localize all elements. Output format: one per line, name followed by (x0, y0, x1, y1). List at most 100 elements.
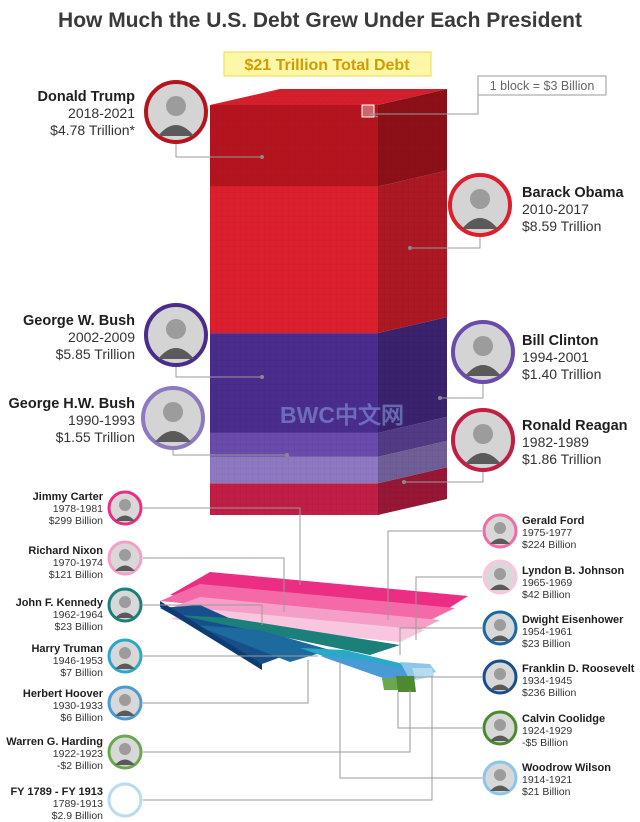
leader-donald-trump (175, 142, 262, 158)
bar-side-grid-barack-obama (378, 170, 447, 334)
label-amount-woodrow-wilson: $21 Billion (522, 786, 571, 798)
portrait-head-harry-truman (119, 647, 131, 659)
portrait-body-bill-clinton (465, 365, 501, 376)
label-name-gerald-ford: Gerald Ford (522, 515, 584, 527)
portrait-body-warren-g-harding (115, 759, 135, 765)
legend-leader (369, 94, 479, 118)
label-name-donald-trump: Donald Trump (38, 89, 136, 105)
leader-lines (143, 94, 484, 801)
leader-lyndon-b-johnson (415, 576, 482, 640)
label-name-bill-clinton: Bill Clinton (522, 333, 599, 349)
leader-jimmy-carter (143, 507, 301, 585)
portrait-body-calvin-coolidge (490, 735, 510, 741)
label-amount-gerald-ford: $224 Billion (522, 539, 576, 551)
chart-title: How Much the U.S. Debt Grew Under Each P… (58, 9, 582, 32)
label-name-lyndon-b-johnson: Lyndon B. Johnson (522, 565, 625, 577)
total-debt-badge (223, 51, 432, 77)
leader-dot-donald-trump (260, 155, 264, 159)
portrait-body-woodrow-wilson (490, 785, 510, 791)
portrait-head-franklin-d-roosevelt (494, 668, 506, 680)
label-amount-franklin-d-roosevelt: $236 Billion (522, 687, 576, 699)
label-years-dwight-eisenhower: 1954-1961 (522, 626, 572, 638)
portrait-body-john-f-kennedy (115, 612, 135, 618)
portrait-body-richard-nixon (115, 565, 135, 571)
label-years-ronald-reagan: 1982-1989 (522, 434, 589, 450)
portrait-head-herbert-hoover (119, 694, 131, 706)
leader-george-w-bush (175, 365, 262, 378)
bar-grid-george-h-w-bush (210, 456, 378, 484)
slab-bar-dwight-eisenhower (195, 625, 330, 662)
label-name-richard-nixon: Richard Nixon (28, 545, 103, 557)
portrait-head-gerald-ford (494, 522, 506, 534)
label-years-bill-clinton: 1994-2001 (522, 349, 589, 365)
slab-front-edge (160, 601, 262, 670)
bar-side-grid-george-w-bush (378, 317, 447, 433)
leader-bill-clinton (440, 382, 484, 399)
leader-dot-george-w-bush (260, 375, 264, 379)
slab-bar-lyndon-b-johnson (170, 609, 425, 642)
label-years-george-h-w-bush: 1990-1993 (68, 412, 135, 428)
leader-dot-ronald-reagan (402, 480, 406, 484)
label-years-calvin-coolidge: 1924-1929 (522, 725, 572, 737)
portrait-body-herbert-hoover (115, 710, 135, 716)
portrait-body-dwight-eisenhower (490, 635, 510, 641)
label-name-franklin-d-roosevelt: Franklin D. Roosevelt (522, 663, 635, 675)
portrait-head-george-h-w-bush (163, 402, 183, 422)
slab-bar-calvin-coolidge (396, 676, 416, 692)
portrait-body-jimmy-carter (115, 515, 135, 521)
label-years-fy-1789-fy-1913: 1789-1913 (53, 798, 103, 810)
tall-stack (210, 89, 447, 515)
portrait-head-calvin-coolidge (494, 719, 506, 731)
label-amount-dwight-eisenhower: $23 Billion (522, 638, 571, 650)
label-amount-fy-1789-fy-1913: $2.9 Billion (52, 810, 104, 822)
portrait-body-barack-obama (462, 218, 498, 229)
label-amount-richard-nixon: $121 Billion (49, 569, 103, 581)
small-slab (160, 572, 468, 692)
label-amount-ronald-reagan: $1.86 Trillion (522, 451, 601, 467)
label-name-herbert-hoover: Herbert Hoover (23, 688, 104, 700)
total-debt-label: $21 Trillion Total Debt (244, 57, 410, 74)
label-amount-bill-clinton: $1.40 Trillion (522, 366, 601, 382)
portrait-head-george-w-bush (166, 319, 186, 339)
label-amount-harry-truman: $7 Billion (60, 667, 103, 679)
label-name-fy-1789-fy-1913: FY 1789 - FY 1913 (10, 786, 103, 798)
portrait-body-lyndon-b-johnson (490, 584, 510, 590)
label-years-lyndon-b-johnson: 1965-1969 (522, 577, 572, 589)
label-amount-george-w-bush: $5.85 Trillion (56, 346, 135, 362)
portrait-head-ronald-reagan (473, 424, 493, 444)
label-name-george-w-bush: George W. Bush (23, 313, 135, 329)
label-years-woodrow-wilson: 1914-1921 (522, 774, 572, 786)
label-years-warren-g-harding: 1922-1923 (53, 748, 103, 760)
bar-grid-ronald-reagan (210, 483, 378, 515)
bar-side-grid-ronald-reagan (378, 467, 447, 515)
label-years-herbert-hoover: 1930-1933 (53, 700, 103, 712)
label-amount-barack-obama: $8.59 Trillion (522, 218, 601, 234)
leader-dot-bill-clinton (438, 396, 442, 400)
label-years-donald-trump: 2018-2021 (68, 105, 135, 121)
label-amount-george-h-w-bush: $1.55 Trillion (56, 429, 135, 445)
bar-grid-bill-clinton (210, 432, 378, 457)
label-name-jimmy-carter: Jimmy Carter (33, 491, 104, 503)
label-name-calvin-coolidge: Calvin Coolidge (522, 713, 605, 725)
label-amount-donald-trump: $4.78 Trillion* (50, 122, 135, 138)
leader-ronald-reagan (404, 470, 484, 483)
bar-side-grid-bill-clinton (378, 416, 447, 457)
portrait-body-donald-trump (158, 125, 194, 136)
leader-george-h-w-bush (172, 448, 287, 456)
label-amount-jimmy-carter: $299 Billion (49, 515, 103, 527)
portrait-head-jimmy-carter (119, 499, 131, 511)
label-name-woodrow-wilson: Woodrow Wilson (522, 762, 611, 774)
label-amount-herbert-hoover: $6 Billion (60, 712, 103, 724)
portrait-head-bill-clinton (473, 336, 493, 356)
portrait-body-franklin-d-roosevelt (490, 684, 510, 690)
label-name-george-h-w-bush: George H.W. Bush (9, 396, 136, 412)
label-years-john-f-kennedy: 1962-1964 (53, 609, 103, 621)
leader-calvin-coolidge (397, 692, 482, 729)
leader-herbert-hoover (143, 660, 309, 704)
label-amount-warren-g-harding: -$2 Billion (57, 760, 103, 772)
portrait-head-woodrow-wilson (494, 769, 506, 781)
label-name-barack-obama: Barack Obama (522, 185, 624, 201)
portrait-head-john-f-kennedy (119, 596, 131, 608)
